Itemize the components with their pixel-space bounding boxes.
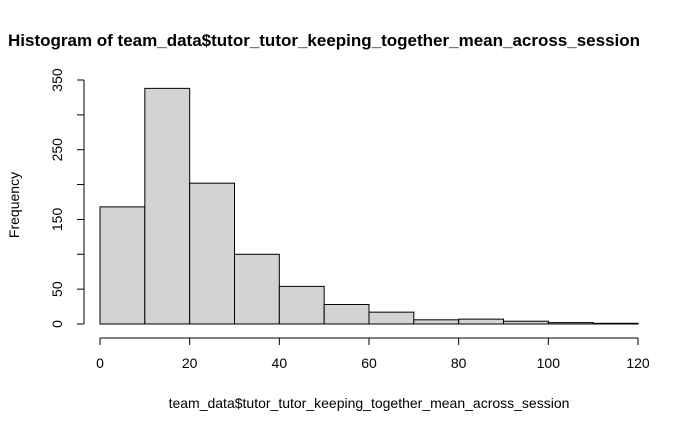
histogram-bar-8 bbox=[458, 318, 504, 325]
y-tick-label-0: 0 bbox=[49, 320, 65, 328]
x-tick-label-6: 120 bbox=[626, 355, 650, 371]
histogram-bar-9 bbox=[503, 320, 549, 325]
histogram-bar-10 bbox=[547, 322, 594, 325]
y-tick-label-2: 150 bbox=[49, 208, 65, 232]
histogram-bar-1 bbox=[144, 87, 191, 325]
x-axis-label: team_data$tutor_tutor_keeping_together_m… bbox=[169, 395, 570, 411]
x-tick-label-1: 20 bbox=[182, 355, 198, 371]
histogram-bar-2 bbox=[189, 182, 236, 325]
histogram-bar-7 bbox=[413, 319, 460, 325]
x-tick-label-2: 40 bbox=[272, 355, 288, 371]
y-axis-label: Frequency bbox=[6, 172, 22, 238]
y-tick-label-3: 250 bbox=[49, 138, 65, 162]
x-tick-label-4: 80 bbox=[451, 355, 467, 371]
histogram-bar-4 bbox=[278, 285, 325, 325]
histogram-bar-11 bbox=[592, 322, 639, 325]
histogram-bar-6 bbox=[368, 311, 415, 325]
x-tick-label-5: 100 bbox=[537, 355, 561, 371]
histogram-bar-3 bbox=[234, 253, 280, 325]
x-axis: 0 20 40 60 80 100 120 bbox=[96, 337, 650, 371]
histogram-bars bbox=[99, 87, 639, 325]
histogram-bar-5 bbox=[323, 303, 370, 325]
y-axis: 0 50 150 250 350 bbox=[49, 68, 85, 328]
chart-title: Histogram of team_data$tutor_tutor_keepi… bbox=[8, 31, 640, 50]
y-tick-label-4: 350 bbox=[49, 68, 65, 92]
y-tick-label-1: 50 bbox=[49, 281, 65, 297]
x-tick-label-3: 60 bbox=[361, 355, 377, 371]
histogram-bar-0 bbox=[99, 206, 146, 325]
x-tick-label-0: 0 bbox=[96, 355, 104, 371]
